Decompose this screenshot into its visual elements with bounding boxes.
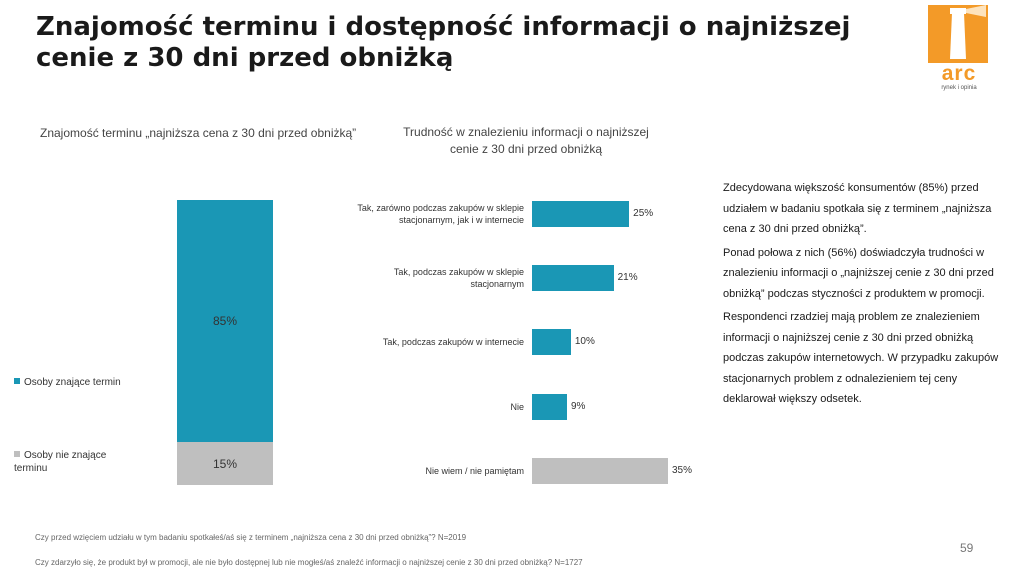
bar <box>532 265 614 291</box>
data-label: 25% <box>633 208 654 219</box>
lighthouse-icon <box>928 5 988 63</box>
bar <box>532 458 668 484</box>
left-chart-title: Znajomość terminu „najniższa cena z 30 d… <box>40 126 357 140</box>
legend-item-unknown: Osoby nie znające terminu <box>14 449 114 475</box>
legend-swatch-known <box>14 378 20 384</box>
footnote-question-1: Czy przed wzięciem udziału w tym badaniu… <box>35 533 467 542</box>
bar-label-unknown: 15% <box>212 456 238 471</box>
middle-chart-title: Trudność w znalezieniu informacji o najn… <box>403 125 649 156</box>
legend-swatch-unknown <box>14 451 20 457</box>
bar <box>532 201 630 227</box>
stacked-bar-chart: 85% 15% <box>177 200 273 485</box>
legend-label-unknown: Osoby nie znające terminu <box>14 450 107 474</box>
logo-tagline: rynek i opinia <box>941 85 977 91</box>
data-label: 9% <box>570 401 586 412</box>
data-label: 21% <box>617 272 638 283</box>
page-title: Znajomość terminu i dostępność informacj… <box>36 12 851 73</box>
summary-paragraph: Ponad połowa z nich (56%) doświadczyła t… <box>723 246 994 300</box>
category-label: Nie <box>510 402 524 412</box>
data-label: 35% <box>672 465 693 476</box>
category-label: Tak, podczas zakupów w sklepie stacjonar… <box>393 267 524 289</box>
category-label: Tak, zarówno podczas zakupów w sklepie s… <box>357 203 524 225</box>
category-label: Nie wiem / nie pamiętam <box>425 466 524 476</box>
footnote-question-2: Czy zdarzyło się, że produkt był w promo… <box>35 558 583 567</box>
bar-label-known: 85% <box>212 314 238 329</box>
page-number: 59 <box>960 541 974 555</box>
logo-name: arc <box>941 62 977 85</box>
summary-paragraph: Respondenci rzadziej mają problem ze zna… <box>723 311 999 405</box>
bar-segment-known <box>177 200 273 443</box>
bar-segment-unknown <box>177 442 273 485</box>
legend-item-known: Osoby znające termin <box>14 376 164 389</box>
bar <box>532 329 571 355</box>
summary-text: Zdecydowana większość konsumentów (85%) … <box>723 178 999 413</box>
data-label: 10% <box>574 336 595 347</box>
arc-logo: arc rynek i opinia <box>928 5 992 91</box>
category-label: Tak, podczas zakupów w internecie <box>382 337 524 347</box>
legend-label-known: Osoby znające termin <box>24 377 121 388</box>
bar <box>532 394 567 420</box>
summary-paragraph: Zdecydowana większość konsumentów (85%) … <box>723 182 992 235</box>
